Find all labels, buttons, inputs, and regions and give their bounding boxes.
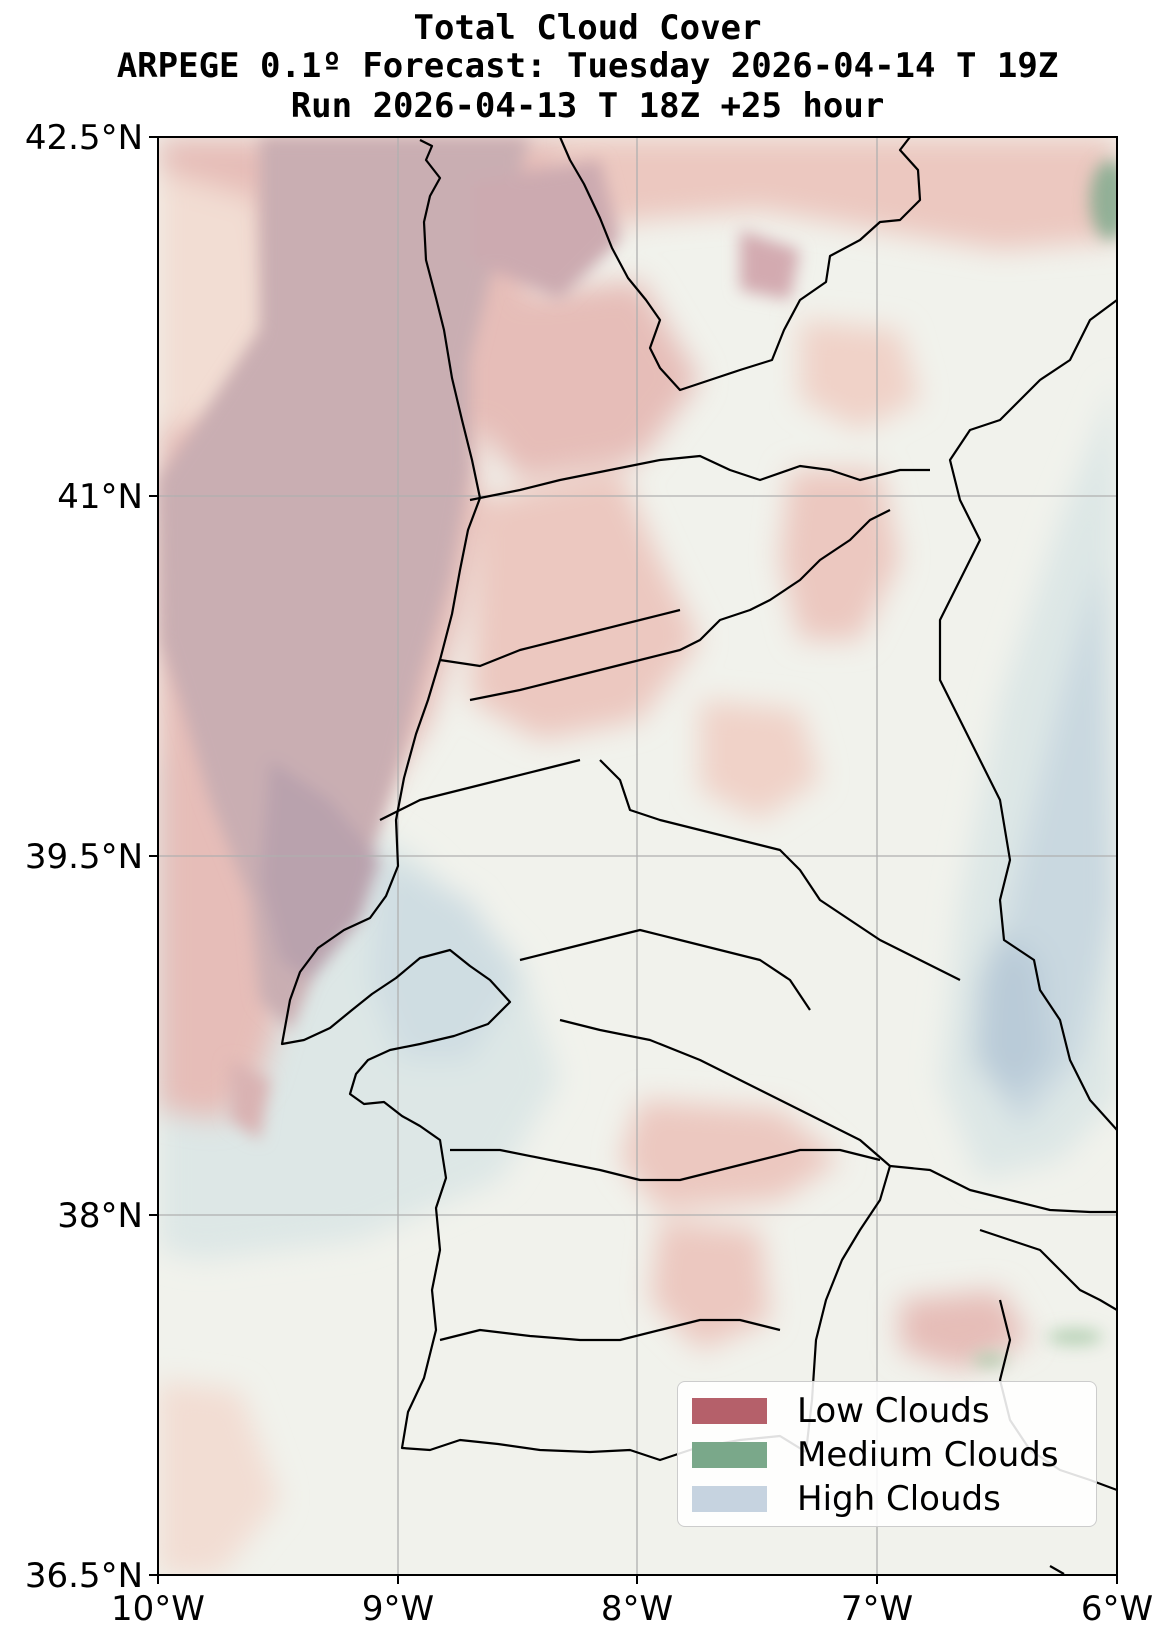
axis-ticks	[149, 136, 1118, 1584]
legend-label: High Clouds	[797, 1479, 1001, 1519]
cloud-field	[158, 137, 1117, 1575]
medium-cloud-layer	[972, 160, 1117, 1367]
x-tick-label: 7°W	[841, 1589, 913, 1629]
y-tick-label: 41°N	[57, 477, 143, 517]
legend-item-medium-clouds: Medium Clouds	[692, 1432, 1059, 1478]
high-clouds-swatch	[692, 1486, 767, 1512]
gridlines	[158, 137, 1117, 1575]
x-tick-labels: 10°W 9°W 8°W 7°W 6°W	[111, 1589, 1153, 1629]
title-line-3: Run 2026-04-13 T 18Z +25 hour	[290, 86, 885, 126]
y-tick-label: 36.5°N	[25, 1556, 143, 1596]
y-tick-labels: 42.5°N 41°N 39.5°N 38°N 36.5°N	[25, 118, 143, 1596]
x-tick-label: 6°W	[1081, 1589, 1153, 1629]
legend-item-high-clouds: High Clouds	[692, 1476, 1001, 1522]
x-tick-label: 9°W	[362, 1589, 434, 1629]
medium-clouds-swatch	[692, 1442, 767, 1468]
low-clouds-swatch	[692, 1398, 767, 1424]
title-line-1: Total Cloud Cover	[413, 8, 762, 48]
y-tick-label: 42.5°N	[25, 118, 143, 158]
title-line-2: ARPEGE 0.1º Forecast: Tuesday 2026-04-14…	[116, 46, 1059, 86]
legend-item-low-clouds: Low Clouds	[692, 1388, 990, 1434]
coastline-and-borders	[280, 137, 1117, 1575]
y-tick-label: 38°N	[57, 1196, 143, 1236]
legend-label: Low Clouds	[797, 1391, 990, 1431]
dense-low-cloud-layer	[158, 137, 800, 1140]
y-tick-label: 39.5°N	[25, 837, 143, 877]
x-tick-label: 8°W	[601, 1589, 673, 1629]
legend-label: Medium Clouds	[797, 1435, 1059, 1475]
x-tick-label: 10°W	[111, 1589, 205, 1629]
legend: Low Clouds Medium Clouds High Clouds	[677, 1381, 1097, 1527]
